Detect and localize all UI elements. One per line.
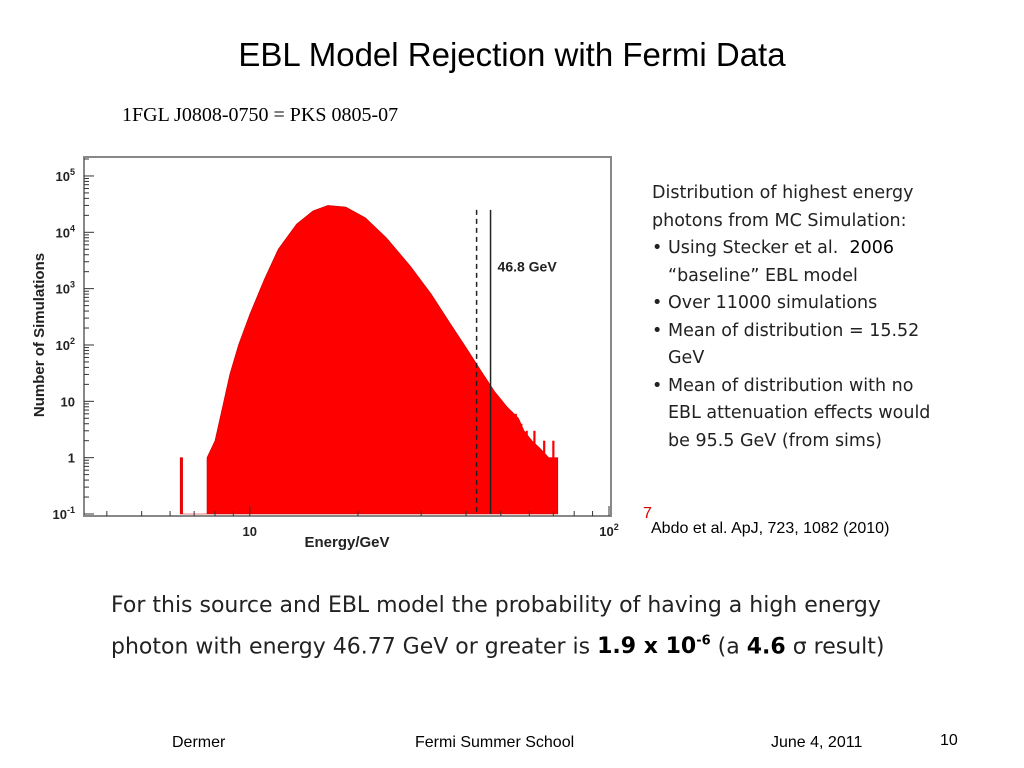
slide-title: EBL Model Rejection with Fermi Data (238, 36, 786, 73)
y-tick-label: 105 (56, 167, 75, 184)
y-tick-label: 102 (56, 336, 75, 353)
histogram-bin (533, 430, 536, 514)
y-tick-label: 10 (61, 394, 75, 409)
tail-spikes (479, 374, 555, 514)
notes-heading: Distribution of highest energy photons f… (652, 180, 982, 235)
histogram-bin (493, 396, 496, 514)
energy-line-label: 46.8 GeV (498, 259, 558, 275)
significance-value: 4.6 (746, 634, 786, 660)
footer-author: Dermer (172, 734, 226, 751)
histogram-bin (505, 413, 509, 514)
bullet-mean: Mean of distribution = 15.52 GeV (652, 318, 982, 373)
citation: Abdo et al. ApJ, 723, 1082 (2010) (651, 520, 890, 537)
y-tick-label: 104 (56, 223, 75, 240)
bullet-simulations: Over 11000 simulations (652, 290, 982, 318)
y-axis-ticks: 10-1 1 10 102 103 104 105 (53, 158, 94, 522)
citation-mark: 7 (643, 505, 652, 522)
probability-value: 1.9 x 10-6 (597, 634, 711, 660)
histogram-bin (499, 403, 502, 514)
y-axis-label: Number of Simulations (31, 253, 48, 417)
notes-heading-line2: photons from MC Simulation: (652, 210, 907, 231)
x-tick-label: 10 (243, 524, 257, 539)
histogram-bin (514, 413, 517, 514)
notes-bullets: Using Stecker et al. 2006 “baseline” EBL… (652, 235, 982, 455)
footer-date: June 4, 2011 (771, 734, 863, 751)
result-line2: photon with energy 46.77 GeV or greater … (111, 634, 885, 660)
histogram-bin (479, 374, 483, 514)
page-number: 10 (940, 732, 958, 749)
histogram-bin (552, 440, 555, 514)
x-tick-label: 102 (599, 522, 618, 539)
histogram-bin (511, 418, 514, 514)
x-axis-label: Energy/GeV (304, 534, 389, 551)
histogram-bin (543, 440, 546, 514)
histogram-bin (525, 430, 528, 514)
footer-event: Fermi Summer School (415, 734, 575, 751)
y-tick-label: 103 (56, 280, 75, 297)
model-year: 2006 (849, 238, 894, 258)
energy-histogram: 46.8 GeV 10-1 1 10 102 103 104 105 10 102 Energ… (31, 156, 619, 551)
result-statement: For this source and EBL model the probab… (111, 588, 971, 665)
bullet-mean-no-ebl: Mean of distribution with no EBL attenua… (652, 373, 982, 456)
histogram-bin (520, 423, 523, 514)
histogram-bars (179, 205, 559, 515)
y-tick-label: 10-1 (53, 505, 75, 522)
histogram-bin (486, 384, 489, 514)
bullet-model: Using Stecker et al. 2006 “baseline” EBL… (652, 235, 982, 290)
notes-heading-line1: Distribution of highest energy (652, 183, 914, 203)
y-tick-label: 1 (68, 451, 75, 466)
source-name: 1FGL J0808-0750 = PKS 0805-07 (122, 104, 399, 126)
sigma-symbol: σ (792, 634, 807, 660)
simulation-notes: Distribution of highest energy photons f… (652, 180, 982, 455)
result-line1: For this source and EBL model the probab… (111, 593, 881, 618)
